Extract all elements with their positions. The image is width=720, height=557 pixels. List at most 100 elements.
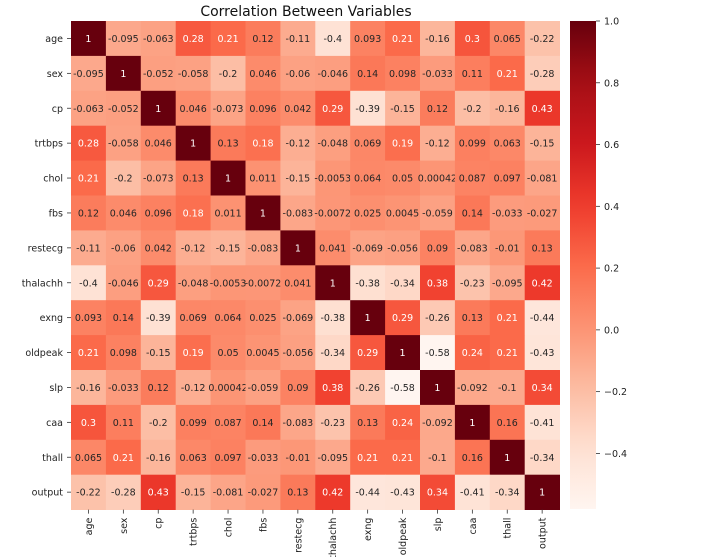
heatmap-cell-thall-thalachh — [315, 439, 351, 476]
heatmap-cell-age-caa — [454, 21, 491, 57]
heatmap-cell-thalachh-cp — [140, 265, 177, 301]
cell-value-label-output-restecg: 0.13 — [287, 488, 308, 499]
cell-value-label-cp-exng: -0.39 — [355, 104, 380, 115]
cell-value-label-oldpeak-exng: 0.29 — [357, 348, 378, 359]
cell-value-label-trtbps-oldpeak: 0.19 — [392, 139, 413, 150]
cell-value-label-exng-chol: 0.064 — [214, 313, 241, 324]
cell-value-label-thall-age: 0.065 — [75, 453, 102, 464]
heatmap-cell-caa-fbs — [245, 404, 281, 441]
heatmap-cell-cp-thalachh — [315, 90, 351, 127]
heatmap-cell-caa-caa — [454, 404, 491, 441]
heatmap-cell-output-slp — [420, 474, 456, 510]
cell-value-label-chol-restecg: -0.15 — [286, 174, 311, 185]
cell-value-label-fbs-slp: -0.059 — [422, 208, 453, 219]
cell-value-label-slp-thall: -0.1 — [498, 383, 517, 394]
cell-value-label-thall-caa: 0.16 — [462, 453, 483, 464]
cell-value-label-trtbps-age: 0.28 — [78, 139, 99, 150]
cell-value-label-exng-sex: 0.14 — [113, 313, 134, 324]
heatmap-cell-output-fbs — [245, 474, 281, 510]
heatmap-cell-trtbps-thall — [489, 125, 526, 161]
heatmap-cell-thalachh-chol — [210, 265, 246, 301]
cell-value-label-thall-output: -0.34 — [530, 453, 555, 464]
cell-value-label-cp-caa: -0.2 — [463, 104, 482, 115]
heatmap-cell-sex-thalachh — [315, 55, 351, 92]
heatmap-cell-slp-caa — [454, 370, 491, 406]
heatmap-cell-thalachh-exng — [350, 265, 386, 301]
heatmap-cell-chol-chol — [210, 160, 246, 196]
cell-value-label-exng-trtbps: 0.069 — [180, 313, 207, 324]
heatmap-cell-cp-sex — [105, 90, 142, 127]
heatmap-cell-exng-fbs — [245, 300, 281, 336]
row-label-oldpeak: oldpeak — [25, 348, 63, 359]
cell-value-label-thall-exng: 0.21 — [357, 453, 378, 464]
heatmap-cell-sex-age — [71, 55, 107, 92]
chart-title: Correlation Between Variables — [200, 4, 411, 20]
cell-value-label-chol-caa: 0.087 — [459, 174, 486, 185]
heatmap-cell-trtbps-thalachh — [315, 125, 351, 161]
cell-value-label-age-thalachh: -0.4 — [323, 34, 342, 45]
cell-value-label-output-thall: -0.34 — [495, 488, 520, 499]
cell-value-label-exng-thalachh: -0.38 — [320, 313, 345, 324]
cell-value-label-caa-thalachh: -0.23 — [320, 418, 345, 429]
heatmap-cell-slp-output — [524, 370, 560, 406]
cell-value-label-chol-thalachh: -0.0053 — [314, 174, 351, 185]
cell-value-label-fbs-oldpeak: 0.0045 — [386, 208, 419, 219]
heatmap-cell-trtbps-cp — [140, 125, 177, 161]
cell-value-label-cp-sex: -0.052 — [108, 104, 139, 115]
heatmap-cell-caa-chol — [210, 404, 246, 441]
cell-value-label-restecg-slp: 0.09 — [427, 243, 448, 254]
heatmap-cell-cp-thall — [489, 90, 526, 127]
heatmap-cell-age-exng — [350, 21, 386, 57]
column-label-sex: sex — [119, 517, 130, 534]
heatmap-cell-oldpeak-thalachh — [315, 335, 351, 371]
cell-value-label-fbs-fbs: 1 — [260, 208, 266, 219]
cell-value-label-caa-restecg: -0.083 — [283, 418, 314, 429]
cell-value-label-caa-slp: -0.092 — [422, 418, 453, 429]
heatmap-cell-caa-restecg — [280, 404, 316, 441]
heatmap-cell-fbs-sex — [105, 195, 142, 231]
cell-value-label-cp-thall: -0.16 — [495, 104, 520, 115]
cell-value-label-exng-restecg: -0.069 — [283, 313, 314, 324]
cell-value-label-restecg-chol: -0.15 — [216, 243, 241, 254]
cell-value-label-thall-chol: 0.097 — [214, 453, 241, 464]
colorbar-tick-label-2: 0.6 — [604, 140, 619, 151]
cell-value-label-output-exng: -0.44 — [355, 488, 380, 499]
heatmap-cell-caa-exng — [350, 404, 386, 441]
heatmap-cell-thall-output — [524, 439, 560, 476]
heatmap-cell-caa-output — [524, 404, 560, 441]
cell-value-label-trtbps-thalachh: -0.048 — [317, 139, 348, 150]
colorbar-tick-label-7: −0.4 — [604, 449, 627, 460]
cell-value-label-age-fbs: 0.12 — [252, 34, 273, 45]
heatmap-cell-slp-age — [71, 370, 107, 406]
cell-value-label-chol-thall: 0.097 — [494, 174, 521, 185]
heatmap-cell-restecg-chol — [210, 230, 246, 266]
cell-value-label-fbs-exng: 0.025 — [354, 208, 381, 219]
cell-value-label-sex-chol: -0.2 — [219, 69, 238, 80]
cell-value-label-thall-sex: 0.21 — [113, 453, 134, 464]
cell-value-label-output-caa: -0.41 — [460, 488, 485, 499]
row-label-thall: thall — [42, 453, 63, 464]
heatmap-cell-exng-exng — [350, 300, 386, 336]
column-tick-labels: age sex cp trtbps chol fbs restecg thalachh exng… — [84, 509, 549, 557]
cell-value-label-exng-thall: 0.21 — [497, 313, 518, 324]
cell-value-label-slp-thalachh: 0.38 — [322, 383, 343, 394]
heatmap-cell-restecg-age — [71, 230, 107, 266]
heatmap-cell-oldpeak-age — [71, 335, 107, 371]
cell-value-label-caa-chol: 0.087 — [214, 418, 241, 429]
heatmap-cell-sex-trtbps — [175, 55, 211, 92]
column-label-age: age — [84, 517, 95, 535]
cell-value-label-exng-age: 0.093 — [75, 313, 102, 324]
cell-value-label-oldpeak-trtbps: 0.19 — [183, 348, 204, 359]
heatmap-cell-oldpeak-cp — [140, 335, 177, 371]
cell-value-label-caa-output: -0.41 — [530, 418, 555, 429]
cell-value-label-sex-fbs: 0.046 — [249, 69, 276, 80]
heatmap-cell-cp-restecg — [280, 90, 316, 127]
cell-value-label-fbs-thalachh: -0.0072 — [314, 208, 351, 219]
cell-value-label-slp-restecg: 0.09 — [287, 383, 308, 394]
heatmap-cell-output-trtbps — [175, 474, 211, 510]
cell-value-label-oldpeak-oldpeak: 1 — [400, 348, 406, 359]
cell-value-label-sex-exng: 0.14 — [357, 69, 378, 80]
heatmap-cell-output-oldpeak — [385, 474, 421, 510]
cell-value-label-caa-trtbps: 0.099 — [180, 418, 207, 429]
cell-value-label-trtbps-caa: 0.099 — [459, 139, 486, 150]
